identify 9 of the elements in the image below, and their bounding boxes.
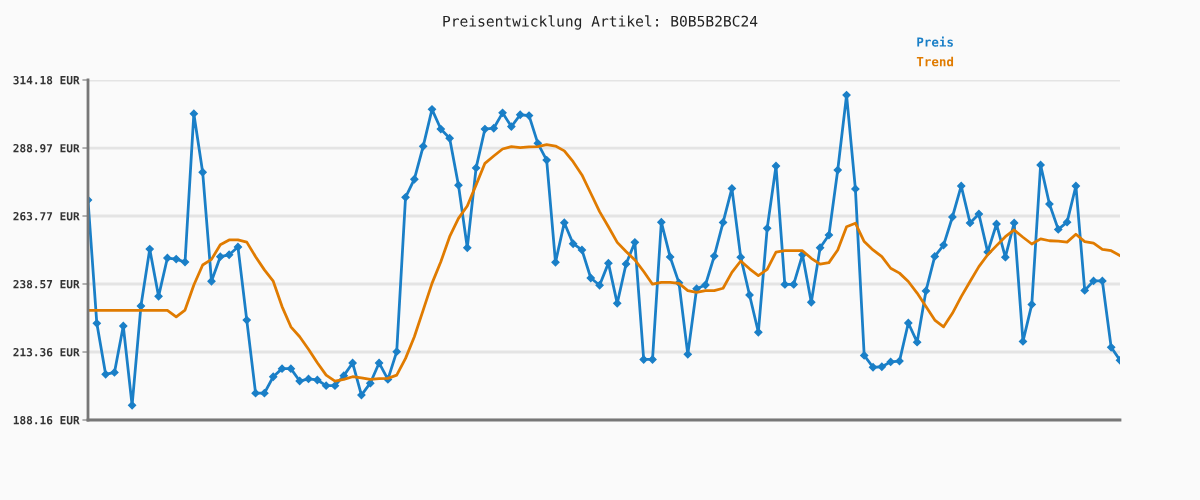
y-tick-label: 213.36 EUR	[13, 347, 80, 357]
y-tick-label: 314.18 EUR	[13, 75, 80, 85]
chart-title: Preisentwicklung Artikel: B0B5B2BC24	[443, 15, 758, 30]
y-tick-label: 238.57 EUR	[13, 279, 80, 289]
y-tick-label: 188.16 EUR	[13, 415, 80, 425]
text: Preis	[917, 36, 953, 47]
y-tick-label: 288.97 EUR	[13, 143, 80, 153]
y-tick-label: 263.77 EUR	[13, 211, 80, 221]
text: Trend	[916, 56, 954, 67]
